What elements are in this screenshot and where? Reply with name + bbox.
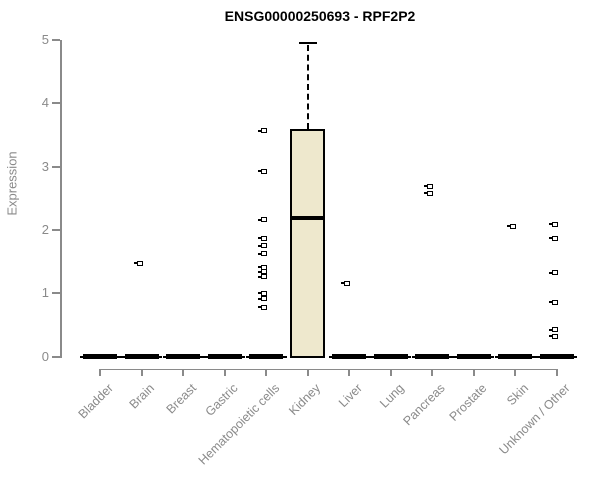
zero-box-skin bbox=[498, 354, 532, 359]
outlier-point-hematopoietic-cells bbox=[258, 217, 267, 223]
zero-box-brain bbox=[124, 354, 159, 359]
x-tick-mark bbox=[514, 368, 516, 376]
zero-box-prostate bbox=[456, 354, 491, 359]
x-tick-mark bbox=[472, 368, 475, 376]
zero-box-gastric bbox=[207, 354, 242, 359]
y-tick-mark bbox=[52, 228, 60, 231]
x-tick-label-bladder: Bladder bbox=[75, 381, 116, 422]
x-tick-mark bbox=[182, 368, 184, 376]
chart-title: ENSG00000250693 - RPF2P2 bbox=[224, 8, 416, 24]
outlier-point-unknown-other bbox=[548, 299, 558, 305]
outlier-point-hematopoietic-cells bbox=[258, 290, 267, 296]
outlier-point-hematopoietic-cells bbox=[258, 304, 267, 310]
zero-box-liver bbox=[332, 354, 366, 359]
outlier-point-unknown-other bbox=[548, 270, 558, 276]
x-tick-label-prostate: Prostate bbox=[446, 381, 490, 424]
y-tick-mark bbox=[52, 292, 60, 295]
x-tick-label-breast: Breast bbox=[163, 381, 199, 417]
x-tick-label-brain: Brain bbox=[126, 381, 158, 412]
outlier-point-hematopoietic-cells bbox=[258, 296, 267, 302]
outlier-point-unknown-other bbox=[548, 221, 558, 227]
outlier-point-liver bbox=[341, 280, 350, 286]
x-tick-mark bbox=[431, 368, 433, 376]
outlier-point-brain bbox=[133, 260, 143, 266]
x-axis-line bbox=[100, 368, 558, 370]
zero-box-unknown-other bbox=[539, 354, 574, 359]
outlier-point-hematopoietic-cells bbox=[258, 235, 267, 241]
x-tick-label-pancreas: Pancreas bbox=[400, 381, 448, 429]
zero-box-pancreas bbox=[415, 354, 449, 359]
y-tick-mark bbox=[52, 39, 60, 41]
zero-box-lung bbox=[373, 354, 408, 359]
outlier-point-hematopoietic-cells bbox=[258, 269, 267, 275]
x-tick-mark bbox=[140, 368, 143, 376]
outlier-point-hematopoietic-cells bbox=[258, 274, 267, 280]
y-tick-label: 4 bbox=[41, 95, 49, 111]
x-tick-label-unknown-other: Unknown / Other bbox=[496, 381, 573, 458]
outlier-point-pancreas bbox=[424, 190, 433, 196]
y-tick-label: 3 bbox=[41, 158, 49, 174]
outlier-point-unknown-other bbox=[548, 333, 558, 339]
zero-box-breast bbox=[166, 354, 200, 359]
y-tick-label: 5 bbox=[41, 32, 49, 47]
outlier-point-hematopoietic-cells bbox=[258, 128, 267, 134]
y-tick-mark bbox=[52, 165, 60, 168]
median-line-kidney bbox=[290, 215, 325, 220]
outlier-point-hematopoietic-cells bbox=[258, 243, 267, 249]
x-tick-label-hematopoietic-cells: Hematopoietic cells bbox=[195, 381, 282, 468]
y-tick-mark bbox=[52, 355, 60, 358]
whisker-cap-kidney bbox=[298, 42, 317, 45]
x-tick-label-liver: Liver bbox=[335, 381, 365, 411]
outlier-point-skin bbox=[507, 223, 516, 229]
outlier-point-pancreas bbox=[424, 183, 433, 189]
x-tick-mark bbox=[555, 368, 558, 376]
zero-box-bladder bbox=[83, 354, 117, 359]
y-axis-label: Expression bbox=[4, 151, 20, 216]
x-tick-label-kidney: Kidney bbox=[286, 381, 324, 418]
x-tick-label-lung: Lung bbox=[376, 381, 407, 411]
x-tick-label-gastric: Gastric bbox=[202, 381, 241, 419]
x-tick-label-skin: Skin bbox=[503, 381, 531, 409]
boxplot-box-kidney bbox=[290, 128, 325, 359]
zero-box-hematopoietic-cells bbox=[249, 354, 283, 359]
x-tick-mark bbox=[223, 368, 226, 376]
x-tick-mark bbox=[389, 368, 392, 376]
x-tick-mark bbox=[348, 368, 350, 376]
y-tick-label: 0 bbox=[41, 348, 49, 364]
outlier-point-unknown-other bbox=[548, 327, 558, 333]
outlier-point-hematopoietic-cells bbox=[258, 251, 267, 257]
x-tick-mark bbox=[99, 368, 101, 376]
outlier-point-unknown-other bbox=[548, 235, 558, 241]
y-tick-label: 1 bbox=[41, 285, 49, 301]
x-tick-mark bbox=[306, 368, 309, 376]
y-tick-label: 2 bbox=[41, 221, 49, 237]
y-tick-mark bbox=[52, 102, 60, 105]
outlier-point-hematopoietic-cells bbox=[258, 168, 267, 174]
x-tick-mark bbox=[265, 368, 267, 376]
whisker-line-kidney bbox=[306, 45, 309, 129]
y-axis-line bbox=[60, 40, 62, 358]
